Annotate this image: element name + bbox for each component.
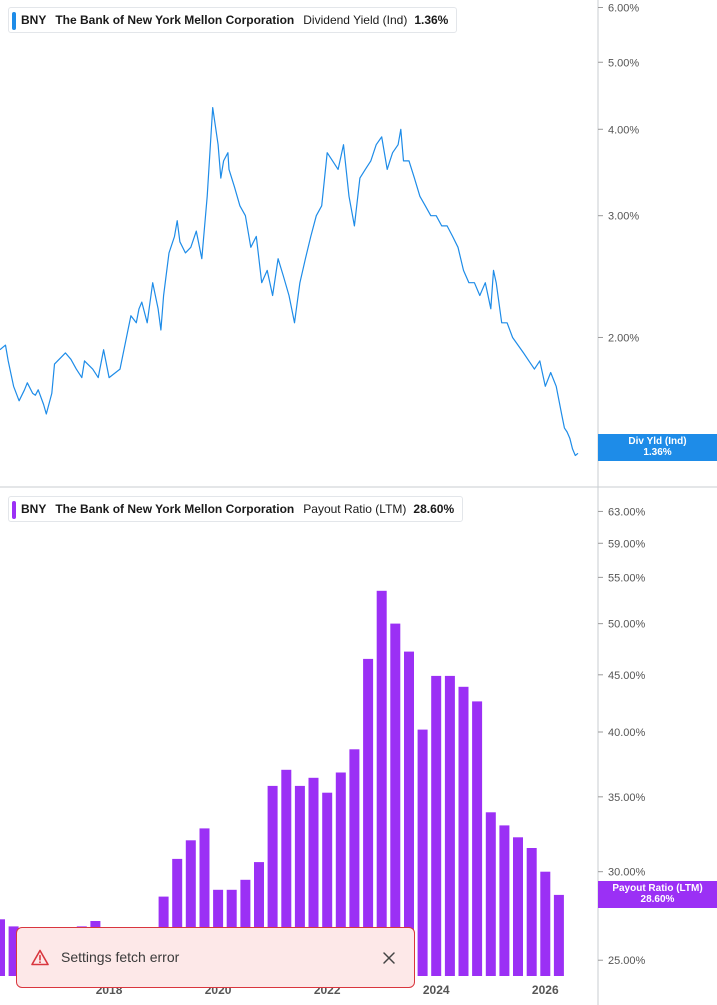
- y-tick-label: 40.00%: [608, 727, 646, 739]
- y-tick-label: 5.00%: [608, 57, 639, 69]
- payout-ratio-bar: [199, 828, 210, 976]
- payout-ratio-bar: [308, 777, 319, 976]
- y-tick-label: 59.00%: [608, 538, 646, 550]
- payout-ratio-bar: [376, 590, 387, 976]
- toast-message: Settings fetch error: [61, 949, 180, 965]
- payout-ratio-bar: [390, 623, 401, 976]
- payout-ratio-bar: [526, 848, 537, 976]
- payout-ratio-bar: [281, 769, 292, 976]
- warning-triangle-icon: [31, 949, 49, 966]
- y-tick-label: 63.00%: [608, 506, 646, 518]
- payout-ratio-bar: [553, 894, 564, 976]
- payout-ratio-price-badge: Payout Ratio (LTM) 28.60%: [598, 881, 717, 908]
- payout-ratio-bar: [472, 701, 483, 976]
- badge-label: Payout Ratio (LTM): [612, 883, 703, 894]
- payout-ratio-bar: [513, 837, 523, 976]
- y-tick-label: 50.00%: [608, 619, 646, 631]
- payout-ratio-bar: [294, 785, 305, 976]
- payout-ratio-bar: [172, 858, 183, 976]
- payout-ratio-bar: [254, 862, 264, 976]
- payout-ratio-bar: [349, 749, 360, 976]
- dividend-yield-price-badge: Div Yld (Ind) 1.36%: [598, 434, 717, 461]
- y-tick-label: 35.00%: [608, 792, 646, 804]
- payout-ratio-bar: [267, 785, 278, 976]
- payout-ratio-bar: [0, 919, 5, 976]
- dividend-yield-line: [0, 107, 579, 457]
- payout-ratio-bar: [499, 825, 510, 976]
- close-icon[interactable]: [381, 950, 397, 966]
- series-color-marker: [12, 501, 16, 519]
- payout-ratio-bar: [8, 926, 19, 976]
- legend-value: 1.36%: [414, 13, 449, 27]
- payout-ratio-plot: [0, 590, 564, 976]
- legend-company: The Bank of New York Mellon Corporation: [55, 502, 295, 516]
- y-tick-label: 4.00%: [608, 124, 639, 136]
- payout-ratio-bar: [417, 729, 428, 976]
- y-tick-label: 6.00%: [608, 2, 639, 14]
- legend-ticker: BNY: [21, 502, 47, 516]
- payout-ratio-bar: [431, 675, 442, 976]
- axis-layer: 6.00% 5.00% 4.00% 3.00% 2.00% 63.00% 59.00% 55.…: [96, 2, 646, 997]
- error-toast: Settings fetch error: [16, 927, 415, 988]
- x-tick-label: 2024: [423, 983, 450, 997]
- badge-value: 1.36%: [643, 447, 672, 458]
- y-tick-label: 55.00%: [608, 572, 646, 584]
- payout-ratio-bar: [404, 651, 414, 976]
- y-tick-label: 30.00%: [608, 867, 646, 879]
- badge-label: Div Yld (Ind): [628, 436, 687, 447]
- x-tick-label: 2026: [532, 983, 559, 997]
- payout-ratio-bar: [185, 840, 196, 976]
- legend-metric: Dividend Yield (Ind): [303, 13, 408, 27]
- payout-ratio-bar: [335, 772, 346, 976]
- y-tick-label: 25.00%: [608, 955, 646, 967]
- payout-ratio-bar: [485, 812, 496, 976]
- payout-ratio-bar: [363, 658, 374, 976]
- payout-ratio-legend: BNY The Bank of New York Mellon Corporat…: [8, 496, 464, 522]
- payout-ratio-bar: [322, 792, 333, 976]
- legend-ticker: BNY: [21, 13, 47, 27]
- y-tick-label: 3.00%: [608, 211, 639, 223]
- y-tick-label: 2.00%: [608, 332, 639, 344]
- legend-company: The Bank of New York Mellon Corporation: [55, 13, 295, 27]
- legend-metric: Payout Ratio (LTM): [303, 502, 407, 516]
- payout-ratio-bar: [458, 686, 469, 976]
- dividend-yield-plot: [0, 107, 579, 457]
- y-tick-label: 45.00%: [608, 670, 646, 682]
- dividend-yield-legend: BNY The Bank of New York Mellon Corporat…: [8, 7, 458, 33]
- legend-value: 28.60%: [413, 502, 455, 516]
- badge-value: 28.60%: [640, 894, 675, 905]
- series-color-marker: [12, 12, 16, 30]
- payout-ratio-bar: [540, 871, 551, 976]
- payout-ratio-bar: [444, 675, 455, 976]
